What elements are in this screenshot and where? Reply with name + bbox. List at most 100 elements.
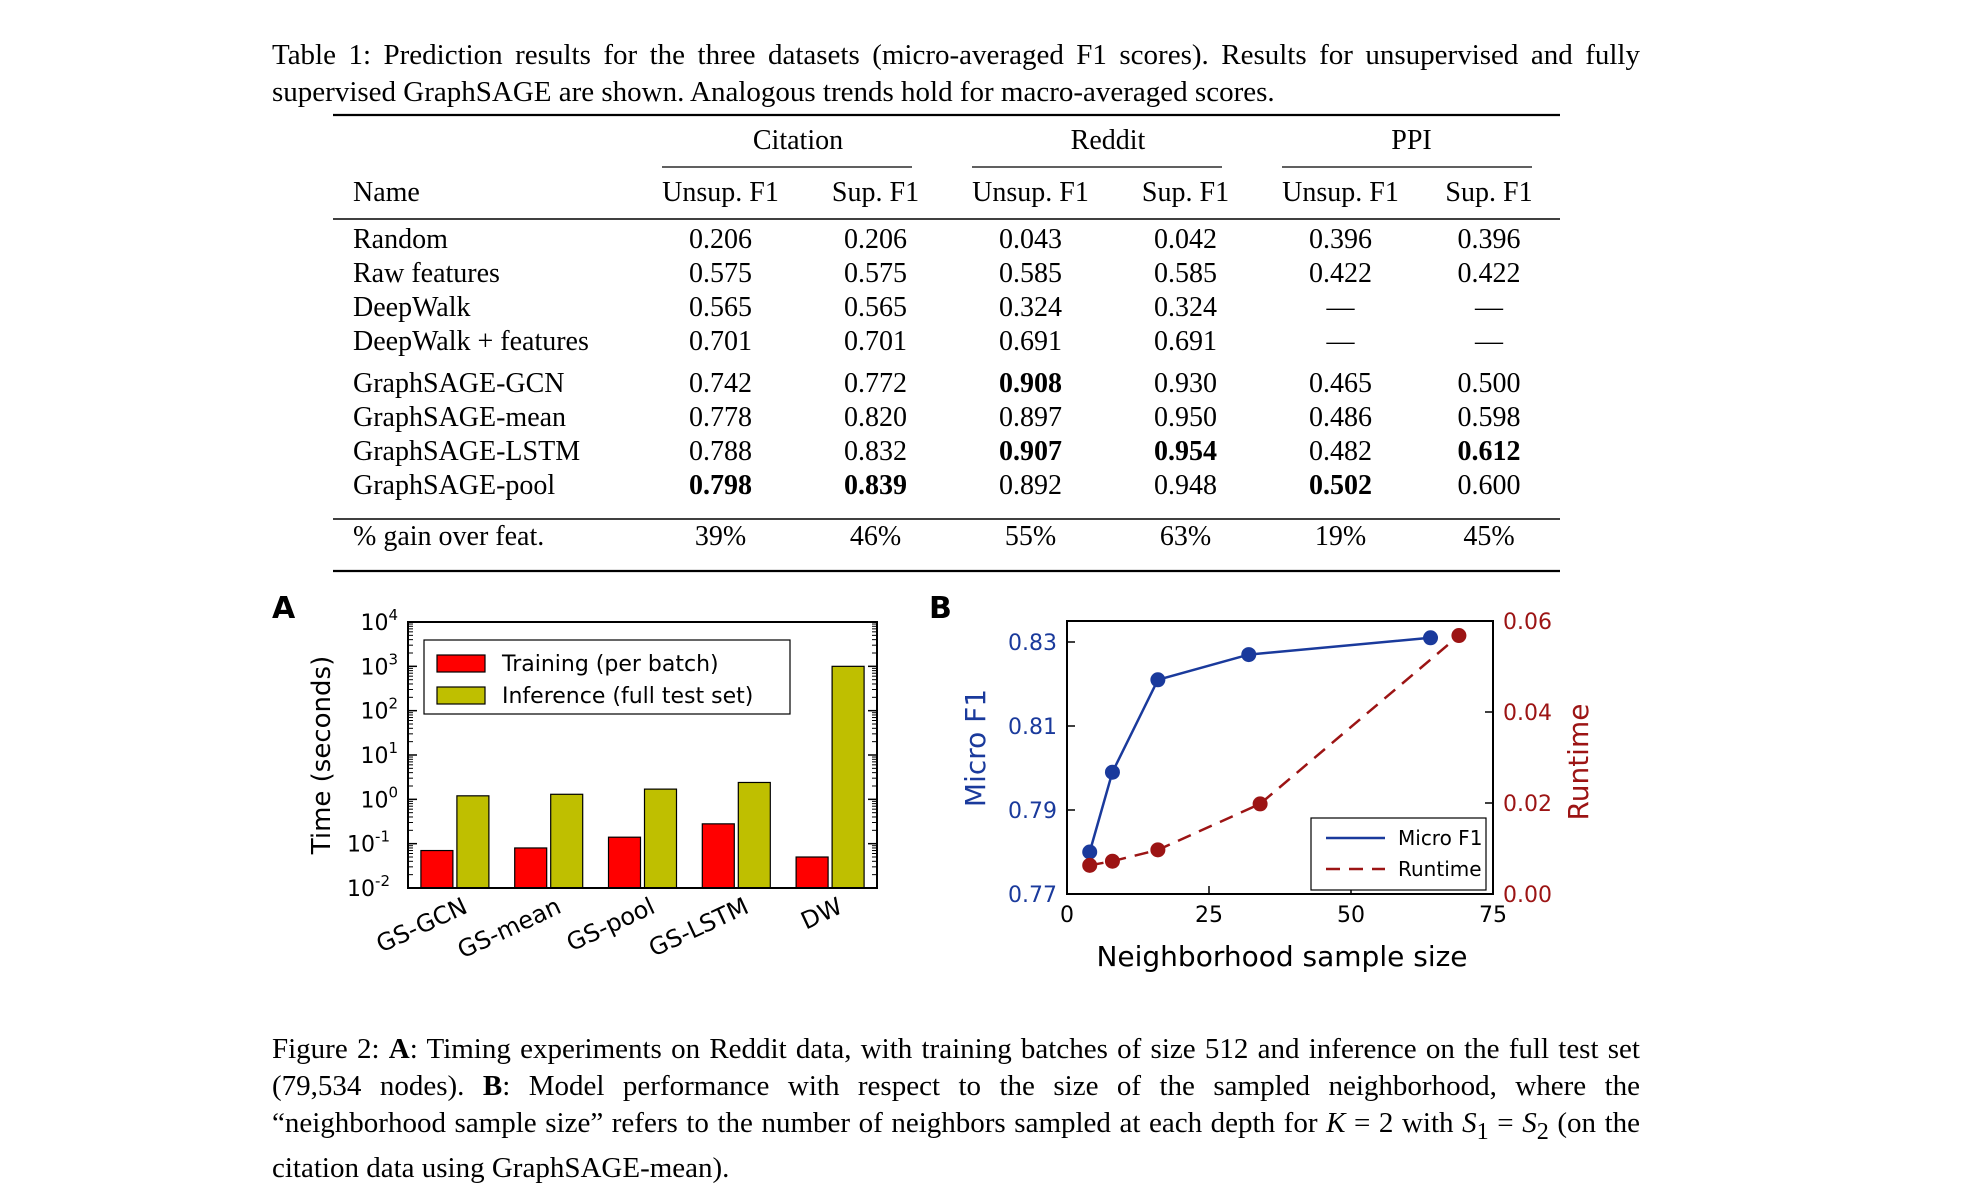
figure-caption-text: A: Timing experiments on Reddit data, wi… (272, 1033, 1641, 1184)
table-cell: 0.701 (844, 326, 907, 357)
y-right-tick-label: 0.02 (1503, 792, 1552, 817)
table-cell: 0.598 (1457, 402, 1521, 433)
results-table: Citation Reddit PPI Name Unsup. F1 Sup. … (333, 115, 1560, 557)
gain-row: % gain over feat. 39% 46% 55% 63% 19% 45% (333, 517, 1560, 557)
table-cell: 0.396 (1457, 224, 1521, 255)
table-row: Raw features 0.575 0.575 0.585 0.585 0.422 0.4… (333, 257, 1560, 291)
table-cell: 0.788 (689, 436, 752, 467)
gain-cell: 45% (1463, 521, 1515, 552)
table-row: GraphSAGE-GCN 0.742 0.772 0.908 0.930 0.465 0.… (333, 367, 1560, 401)
y-tick-label: 104 (360, 606, 398, 636)
table-cell: 0.930 (1154, 368, 1217, 399)
table-cell: 0.954 (1154, 436, 1217, 467)
column-header: Sup. F1 (1445, 177, 1533, 208)
column-header: Unsup. F1 (1282, 177, 1399, 208)
table-cell: 0.892 (999, 470, 1062, 501)
row-name: Raw features (353, 258, 500, 289)
data-point (1104, 853, 1120, 869)
y-right-tick-label: 0.00 (1503, 883, 1552, 908)
bar (795, 856, 829, 889)
table-cell: 0.575 (844, 258, 907, 289)
row-name: GraphSAGE-LSTM (353, 436, 581, 467)
legend-swatch (436, 686, 486, 705)
table-cell: 0.908 (999, 368, 1062, 399)
table-row: DeepWalk 0.565 0.565 0.324 0.324 — — (333, 291, 1560, 325)
table-row: Random 0.206 0.206 0.043 0.042 0.396 0.396 (333, 223, 1560, 257)
x-axis-label: Neighborhood sample size (1096, 940, 1467, 973)
table-cell: 0.486 (1309, 402, 1372, 433)
data-point (1150, 842, 1166, 858)
group-header-row: Citation Reddit PPI (333, 115, 1560, 167)
legend-label: Runtime (1398, 857, 1482, 881)
column-header: Name (353, 177, 420, 208)
group-header-ppi: PPI (1391, 125, 1432, 156)
panel-a-label: A (272, 591, 296, 626)
table-row: GraphSAGE-pool 0.798 0.839 0.892 0.948 0.502 0… (333, 469, 1560, 503)
table-cell: 0.907 (999, 436, 1062, 467)
figure-caption: Figure 2: A: Timing experiments on Reddi… (272, 1031, 1640, 1187)
table-cell: 0.502 (1309, 470, 1372, 501)
table-cell: 0.839 (844, 470, 907, 501)
table-row: GraphSAGE-mean 0.778 0.820 0.897 0.950 0.486 0… (333, 401, 1560, 435)
table-rules (333, 113, 1560, 573)
gain-cell: 55% (1004, 521, 1057, 552)
column-header: Sup. F1 (831, 177, 920, 208)
table-cell: 0.600 (1457, 470, 1521, 501)
bar (701, 823, 735, 889)
y-left-tick-label: 0.83 (1008, 631, 1057, 656)
data-point (1082, 857, 1098, 873)
table-cell: — (1475, 326, 1503, 357)
table-cell: 0.950 (1154, 402, 1217, 433)
table-cell: 0.832 (844, 436, 907, 467)
table-cell: 0.575 (689, 258, 752, 289)
y-left-tick-label: 0.77 (1008, 883, 1057, 908)
bar (456, 795, 490, 889)
y-tick-label: 103 (360, 650, 398, 680)
table-cell: 0.396 (1309, 224, 1372, 255)
y-right-tick-label: 0.06 (1503, 610, 1552, 635)
data-point (1104, 764, 1120, 780)
column-header-row: Name Unsup. F1 Sup. F1 Unsup. F1 Sup. F1… (333, 167, 1560, 219)
legend-swatch (436, 654, 486, 673)
table-cell: 0.324 (1154, 292, 1217, 323)
data-point (1241, 647, 1257, 663)
legend-label: Micro F1 (1398, 826, 1482, 850)
data-point (1150, 672, 1166, 688)
data-point (1252, 796, 1268, 812)
y-tick-label: 10-2 (347, 872, 390, 902)
row-name: DeepWalk + features (353, 326, 589, 357)
table-cell: 0.565 (844, 292, 907, 323)
table-cell: — (1475, 292, 1503, 323)
bar (420, 849, 454, 889)
table-cell: 0.206 (844, 224, 907, 255)
table-cell: 0.778 (689, 402, 752, 433)
bar (514, 847, 548, 889)
x-tick-label: 25 (1195, 903, 1223, 928)
table-cell: 0.565 (689, 292, 752, 323)
data-point (1423, 630, 1439, 646)
table-cell: 0.585 (999, 258, 1062, 289)
table-body: Random 0.206 0.206 0.043 0.042 0.396 0.396 Raw … (333, 219, 1560, 557)
table-cell: 0.691 (1154, 326, 1217, 357)
row-name: GraphSAGE-GCN (353, 368, 565, 399)
table-cell: 0.798 (689, 470, 752, 501)
y-right-tick-label: 0.04 (1503, 701, 1552, 726)
table-cell: 0.948 (1154, 470, 1217, 501)
table-cell: 0.422 (1457, 258, 1521, 289)
table-row: DeepWalk + features 0.701 0.701 0.691 0.691 —… (333, 325, 1560, 359)
y-tick-label: 100 (360, 783, 398, 813)
gain-cell: 46% (849, 521, 902, 552)
group-header-reddit: Reddit (1070, 125, 1146, 156)
legend-label: Training (per batch) (501, 652, 719, 677)
gain-row-name: % gain over feat. (353, 521, 545, 552)
legend-label: Inference (full test set) (502, 684, 753, 709)
column-header: Unsup. F1 (972, 177, 1089, 208)
column-header: Unsup. F1 (662, 177, 779, 208)
row-name: DeepWalk (353, 292, 471, 323)
table-cell: 0.691 (999, 326, 1062, 357)
y-left-axis-label: Micro F1 (959, 689, 992, 807)
table-cell: 0.042 (1154, 224, 1217, 255)
legend-box (1310, 817, 1487, 891)
